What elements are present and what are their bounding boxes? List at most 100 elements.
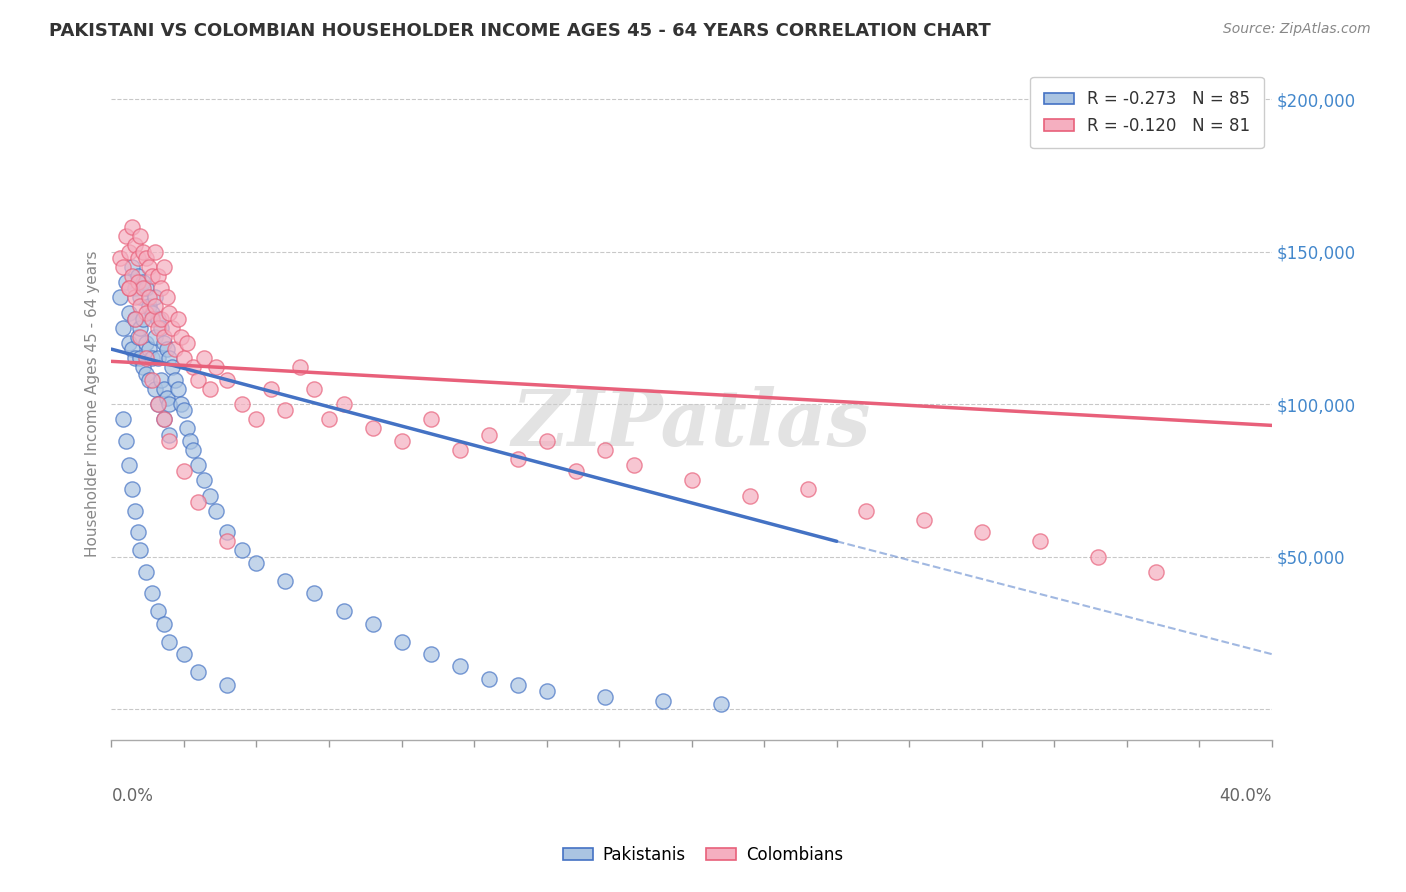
Point	[135, 281, 157, 295]
Point	[361, 421, 384, 435]
Legend: Pakistanis, Colombians: Pakistanis, Colombians	[557, 839, 849, 871]
Point	[141, 586, 163, 600]
Point	[623, 458, 645, 472]
Point	[141, 373, 163, 387]
Point	[132, 311, 155, 326]
Point	[143, 382, 166, 396]
Point	[536, 434, 558, 448]
Y-axis label: Householder Income Ages 45 - 64 years: Householder Income Ages 45 - 64 years	[86, 251, 100, 558]
Point	[506, 452, 529, 467]
Point	[124, 281, 146, 295]
Point	[152, 616, 174, 631]
Point	[124, 238, 146, 252]
Point	[1144, 565, 1167, 579]
Point	[127, 275, 149, 289]
Point	[143, 290, 166, 304]
Point	[1087, 549, 1109, 564]
Point	[143, 244, 166, 259]
Point	[162, 360, 184, 375]
Point	[143, 300, 166, 314]
Point	[138, 260, 160, 274]
Point	[179, 434, 201, 448]
Point	[127, 330, 149, 344]
Point	[118, 281, 141, 295]
Point	[1029, 534, 1052, 549]
Point	[135, 565, 157, 579]
Point	[304, 586, 326, 600]
Point	[127, 525, 149, 540]
Point	[141, 351, 163, 366]
Point	[205, 504, 228, 518]
Point	[170, 397, 193, 411]
Point	[149, 320, 172, 334]
Point	[118, 336, 141, 351]
Point	[135, 305, 157, 319]
Point	[217, 525, 239, 540]
Point	[135, 251, 157, 265]
Point	[419, 412, 441, 426]
Point	[506, 678, 529, 692]
Point	[129, 229, 152, 244]
Point	[108, 251, 131, 265]
Point	[167, 311, 190, 326]
Point	[146, 320, 169, 334]
Point	[187, 373, 209, 387]
Point	[710, 698, 733, 712]
Point	[129, 543, 152, 558]
Point	[564, 464, 586, 478]
Point	[449, 442, 471, 457]
Point	[152, 382, 174, 396]
Point	[108, 290, 131, 304]
Point	[121, 220, 143, 235]
Point	[159, 397, 181, 411]
Point	[121, 260, 143, 274]
Point	[146, 604, 169, 618]
Point	[391, 434, 413, 448]
Point	[152, 412, 174, 426]
Point	[152, 412, 174, 426]
Point	[111, 412, 134, 426]
Point	[477, 427, 499, 442]
Point	[477, 672, 499, 686]
Point	[304, 382, 326, 396]
Point	[419, 647, 441, 661]
Point	[155, 342, 177, 356]
Point	[115, 275, 138, 289]
Point	[152, 260, 174, 274]
Point	[651, 694, 673, 708]
Point	[187, 458, 209, 472]
Point	[129, 351, 152, 366]
Point	[115, 434, 138, 448]
Point	[193, 473, 215, 487]
Point	[173, 403, 195, 417]
Point	[111, 260, 134, 274]
Point	[135, 336, 157, 351]
Point	[217, 373, 239, 387]
Point	[217, 678, 239, 692]
Point	[181, 442, 204, 457]
Point	[332, 397, 354, 411]
Point	[132, 281, 155, 295]
Point	[155, 290, 177, 304]
Point	[181, 360, 204, 375]
Point	[593, 442, 616, 457]
Text: PAKISTANI VS COLOMBIAN HOUSEHOLDER INCOME AGES 45 - 64 YEARS CORRELATION CHART: PAKISTANI VS COLOMBIAN HOUSEHOLDER INCOM…	[49, 22, 991, 40]
Point	[159, 427, 181, 442]
Point	[118, 281, 141, 295]
Point	[187, 494, 209, 508]
Point	[681, 473, 703, 487]
Point	[165, 373, 187, 387]
Point	[138, 373, 160, 387]
Point	[149, 373, 172, 387]
Point	[121, 483, 143, 497]
Point	[132, 360, 155, 375]
Point	[118, 305, 141, 319]
Point	[121, 342, 143, 356]
Point	[141, 305, 163, 319]
Point	[127, 251, 149, 265]
Point	[167, 382, 190, 396]
Point	[159, 305, 181, 319]
Point	[124, 290, 146, 304]
Legend: R = -0.273   N = 85, R = -0.120   N = 81: R = -0.273 N = 85, R = -0.120 N = 81	[1031, 77, 1264, 148]
Point	[135, 367, 157, 381]
